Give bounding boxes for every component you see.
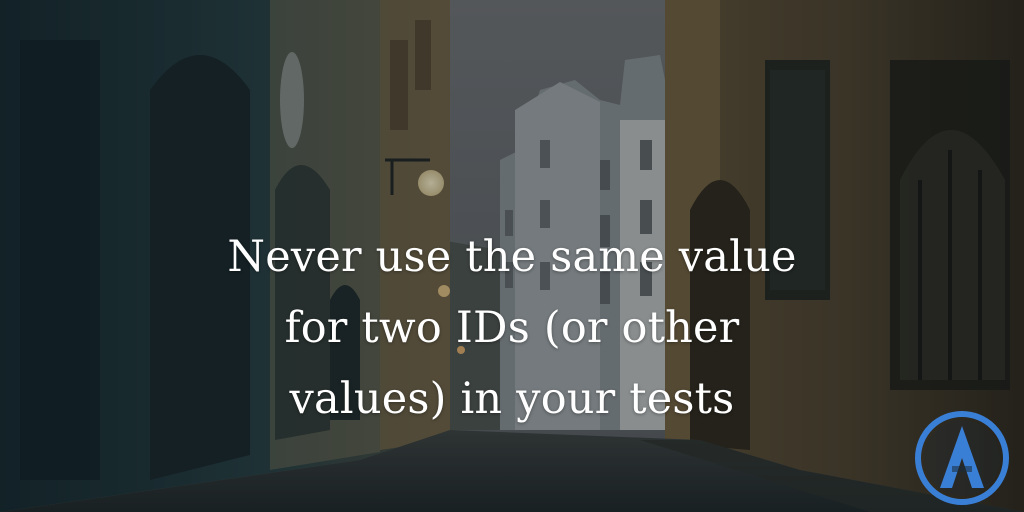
- arcade-a-logo-icon: [914, 410, 1010, 506]
- headline-text: Never use the same value for two IDs (or…: [227, 232, 797, 424]
